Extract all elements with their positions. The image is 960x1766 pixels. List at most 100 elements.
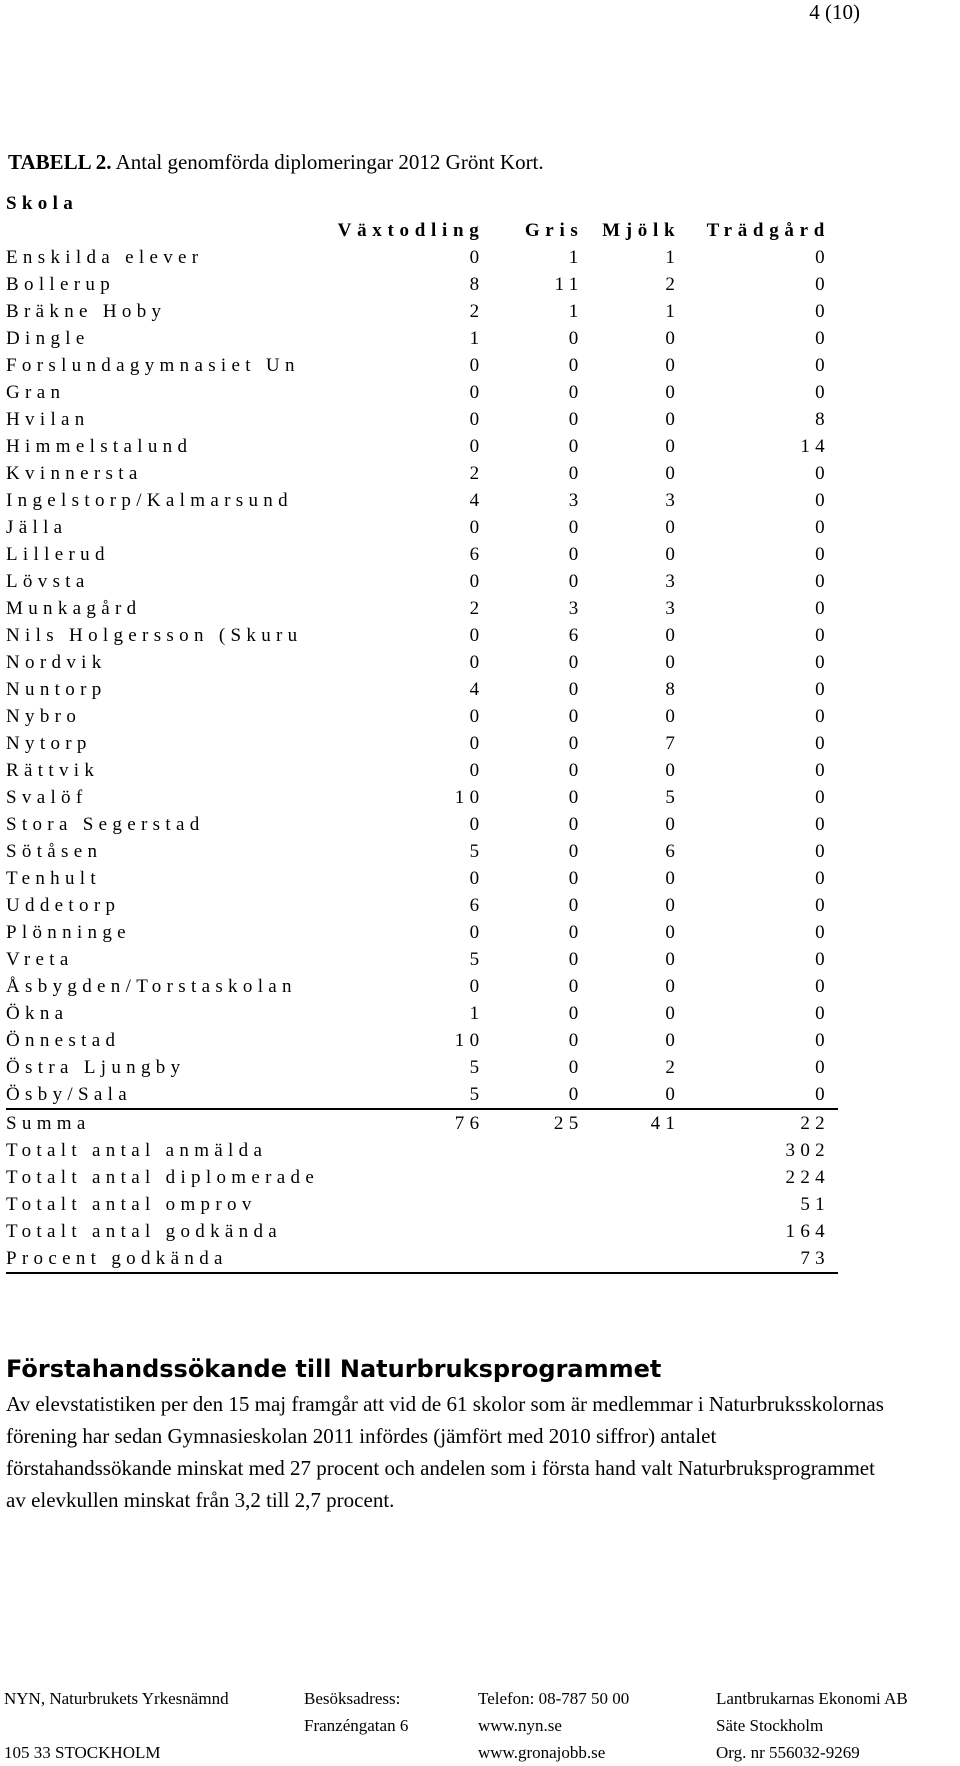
totals-spacer — [524, 1164, 601, 1191]
cell-gris: 0 — [568, 463, 584, 484]
cell-mjolk: 0 — [665, 463, 681, 484]
totals-row: Totalt antal omprov 51 — [6, 1191, 838, 1218]
footer-web-link-1[interactable]: www.nyn.se — [478, 1716, 562, 1735]
cell-vaxtodling: 2 — [469, 301, 485, 322]
totals-label: Procent godkända — [6, 1245, 338, 1274]
cell-mjolk: 0 — [665, 1030, 681, 1051]
cell-mjolk: 3 — [665, 571, 681, 592]
school-name: Önnestad — [6, 1030, 121, 1051]
footer-seat: Säte Stockholm — [716, 1716, 824, 1735]
cell-mjolk: 8 — [665, 679, 681, 700]
school-name: Bollerup — [6, 274, 116, 295]
table-row: Nils Holgersson (Skuru 0 6 0 0 — [6, 622, 838, 649]
school-name: Dingle — [6, 328, 90, 349]
cell-tradgard: 0 — [815, 544, 830, 565]
column-header-mjolk: Mjölk — [602, 220, 681, 241]
cell-gris: 0 — [568, 1084, 584, 1105]
school-name: Vreta — [6, 949, 74, 970]
section-heading: Förstahandssökande till Naturbruksprogra… — [6, 1355, 662, 1383]
totals-label: Totalt antal diplomerade — [6, 1167, 320, 1188]
totals-label: Totalt antal omprov — [6, 1194, 257, 1215]
footer-org-nr: Org. nr 556032-9269 — [716, 1743, 860, 1762]
table-row: Bollerup 8 11 2 0 — [6, 271, 838, 298]
cell-tradgard: 8 — [815, 409, 830, 430]
cell-tradgard: 0 — [815, 490, 830, 511]
cell-tradgard: 0 — [815, 1084, 830, 1105]
cell-gris: 0 — [568, 706, 584, 727]
table-row: Nuntorp 4 0 8 0 — [6, 676, 838, 703]
cell-vaxtodling: 5 — [469, 949, 485, 970]
cell-mjolk: 0 — [665, 355, 681, 376]
cell-tradgard: 0 — [815, 922, 830, 943]
cell-mjolk: 0 — [665, 436, 681, 457]
totals-spacer — [338, 1191, 525, 1218]
table-caption-text: Antal genomförda diplomeringar 2012 Grön… — [111, 150, 544, 174]
table-row: Ingelstorp/Kalmarsund 4 3 3 0 — [6, 487, 838, 514]
page-number: 4 (10) — [809, 0, 860, 24]
totals-row: Totalt antal anmälda 302 — [6, 1137, 838, 1164]
cell-tradgard: 0 — [815, 571, 830, 592]
cell-mjolk: 0 — [665, 895, 681, 916]
cell-vaxtodling: 0 — [469, 814, 485, 835]
totals-spacer — [338, 1137, 525, 1164]
table-row: Uddetorp 6 0 0 0 — [6, 892, 838, 919]
cell-tradgard: 0 — [815, 355, 830, 376]
cell-tradgard: 0 — [815, 1003, 830, 1024]
school-name: Kvinnersta — [6, 463, 143, 484]
cell-gris: 0 — [568, 544, 584, 565]
school-name: Rättvik — [6, 760, 100, 781]
cell-vaxtodling: 6 — [469, 895, 485, 916]
footer-web-link-2[interactable]: www.gronajobb.se — [478, 1743, 606, 1762]
cell-gris: 0 — [568, 517, 584, 538]
cell-gris: 0 — [568, 868, 584, 889]
table-row: Lövsta 0 0 3 0 — [6, 568, 838, 595]
cell-vaxtodling: 8 — [469, 274, 485, 295]
school-name: Jälla — [6, 517, 68, 538]
cell-vaxtodling: 4 — [469, 679, 485, 700]
cell-tradgard: 0 — [815, 841, 830, 862]
cell-gris: 0 — [568, 355, 584, 376]
summa-row: Summa 76 25 41 22 — [6, 1108, 838, 1137]
table-row: Gran 0 0 0 0 — [6, 379, 838, 406]
totals-row: Totalt antal diplomerade 224 — [6, 1164, 838, 1191]
cell-tradgard: 0 — [815, 625, 830, 646]
table-body: Enskilda elever 0 1 1 0 Bollerup 8 11 2 0 Bräkne H… — [6, 244, 838, 1274]
cell-tradgard: 0 — [815, 328, 830, 349]
cell-mjolk: 0 — [665, 382, 681, 403]
cell-vaxtodling: 0 — [469, 868, 485, 889]
table-row: Enskilda elever 0 1 1 0 — [6, 244, 838, 271]
cell-gris: 0 — [568, 1003, 584, 1024]
school-name: Forslundagymnasiet Un — [6, 355, 300, 376]
school-name: Sötåsen — [6, 841, 103, 862]
cell-vaxtodling: 4 — [469, 490, 485, 511]
school-name: Enskilda elever — [6, 247, 204, 268]
footer-contact-column: Telefon: 08-787 50 00 www.nyn.se www.gro… — [478, 1685, 629, 1766]
cell-gris: 0 — [568, 922, 584, 943]
school-name: Plönninge — [6, 922, 131, 943]
cell-vaxtodling: 0 — [469, 976, 485, 997]
footer-visit-column: Besöksadress: Franzéngatan 6 — [304, 1685, 408, 1739]
cell-gris: 0 — [568, 652, 584, 673]
summa-mjolk: 41 — [601, 1108, 699, 1137]
table-row: Jälla 0 0 0 0 — [6, 514, 838, 541]
cell-tradgard: 0 — [815, 382, 830, 403]
table-row: Lillerud 6 0 0 0 — [6, 541, 838, 568]
cell-gris: 1 — [568, 301, 584, 322]
table-row: Munkagård 2 3 3 0 — [6, 595, 838, 622]
cell-vaxtodling: 1 — [469, 328, 485, 349]
cell-gris: 0 — [568, 571, 584, 592]
cell-vaxtodling: 0 — [469, 625, 485, 646]
section-body-text: Av elevstatistiken per den 15 maj framgå… — [6, 1392, 884, 1512]
footer-org-column: NYN, Naturbrukets Yrkesnämnd 105 33 STOC… — [4, 1685, 229, 1766]
totals-spacer — [337, 1245, 525, 1274]
totals-label: Totalt antal anmälda — [6, 1140, 268, 1161]
column-header-tradgard: Trädgård — [706, 220, 830, 241]
table-row: Ösby/Sala 5 0 0 0 — [6, 1081, 838, 1109]
table-row: Önnestad 10 0 0 0 — [6, 1027, 838, 1054]
cell-vaxtodling: 10 — [454, 787, 485, 808]
cell-vaxtodling: 0 — [469, 436, 485, 457]
school-name: Hvilan — [6, 409, 90, 430]
cell-mjolk: 0 — [665, 1084, 681, 1105]
cell-gris: 0 — [568, 1030, 584, 1051]
table-row: Nybro 0 0 0 0 — [6, 703, 838, 730]
